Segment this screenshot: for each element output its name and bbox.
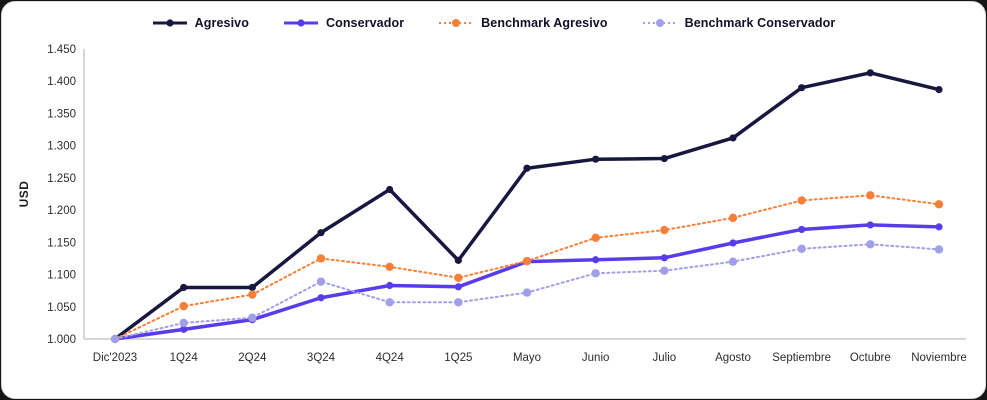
series-benchmark-agresivo-point xyxy=(728,213,738,223)
series-benchmark-conservador-point xyxy=(728,257,738,266)
series-benchmark-conservador-point xyxy=(316,277,326,286)
series-benchmark-agresivo-point xyxy=(248,290,257,299)
series-benchmark-conservador-point xyxy=(934,245,944,254)
series-benchmark-conservador-point xyxy=(248,313,257,322)
series-agresivo-point xyxy=(317,229,325,237)
legend-label: Benchmark Agresivo xyxy=(481,16,608,30)
series-conservador-line xyxy=(113,223,941,341)
series-agresivo-point xyxy=(454,256,462,264)
series-conservador-point xyxy=(454,283,462,291)
y-tick-label: 1.050 xyxy=(47,302,76,314)
series-benchmark-conservador-point xyxy=(385,298,394,307)
series-benchmark-agresivo-point xyxy=(934,200,944,209)
series-benchmark-agresivo-point xyxy=(866,191,875,200)
x-tick-label: Agosto xyxy=(715,352,751,364)
x-tick-label: Dic'2023 xyxy=(93,352,137,364)
y-tick-label: 1.450 xyxy=(47,44,76,56)
series-benchmark-agresivo-point xyxy=(179,301,188,311)
series-agresivo-point xyxy=(386,185,394,194)
x-tick-label: Noviembre xyxy=(911,352,967,364)
y-tick-label: 1.300 xyxy=(47,141,76,153)
legend-label: Conservador xyxy=(325,16,405,30)
x-tick-label: Junio xyxy=(582,352,610,364)
series-benchmark-agresivo-point xyxy=(522,256,532,266)
series-benchmark-agresivo-point xyxy=(660,225,669,235)
x-tick-label: 4Q24 xyxy=(376,352,405,364)
series-benchmark-conservador-point xyxy=(454,298,463,307)
x-tick-label: 1Q25 xyxy=(444,352,472,364)
x-tick-label: Septiembre xyxy=(772,352,831,364)
x-tick-label: 2Q24 xyxy=(238,352,267,364)
series-benchmark-agresivo-point xyxy=(591,233,600,243)
series-benchmark-conservador-point xyxy=(522,288,532,297)
x-tick-label: 3Q24 xyxy=(307,352,336,364)
series-benchmark-agresivo-point xyxy=(385,262,394,272)
series-conservador-point xyxy=(798,225,806,234)
series-agresivo-point xyxy=(248,283,256,292)
series-conservador-point xyxy=(180,325,188,333)
series-benchmark-agresivo-point xyxy=(797,196,806,205)
legend-item-conservador: Conservador xyxy=(283,16,404,30)
series-benchmark-conservador-point xyxy=(179,318,188,328)
series-agresivo-point xyxy=(523,164,531,172)
y-tick-label: 1.350 xyxy=(47,108,76,120)
series-benchmark-agresivo-point xyxy=(454,273,463,282)
legend-item-agresivo: Agresivo xyxy=(152,16,249,30)
series-agresivo-point xyxy=(798,84,806,92)
benchmark-conservador-legend-marker-icon xyxy=(642,19,677,27)
y-tick-label: 1.250 xyxy=(47,173,76,185)
series-conservador-point xyxy=(729,239,737,247)
series-conservador-point xyxy=(866,221,874,229)
series-agresivo-line xyxy=(113,71,941,341)
legend-label: Agresivo xyxy=(194,16,249,30)
y-tick-label: 1.200 xyxy=(47,205,76,217)
series-agresivo-point xyxy=(660,154,668,163)
series-agresivo-point xyxy=(592,155,600,163)
x-tick-label: Mayo xyxy=(513,352,541,364)
series-agresivo-point xyxy=(729,134,737,142)
conservador-legend-marker-icon xyxy=(283,19,318,27)
series-benchmark-agresivo-line xyxy=(114,194,940,340)
legend-item-benchmark-conservador: Benchmark Conservador xyxy=(642,16,836,30)
y-tick-label: 1.150 xyxy=(47,237,76,249)
series-agresivo-point xyxy=(180,283,188,292)
series-conservador-point xyxy=(660,254,668,262)
series-conservador-point xyxy=(386,281,394,290)
series-benchmark-conservador-point xyxy=(660,266,669,275)
y-tick-label: 1.100 xyxy=(47,270,76,282)
series-benchmark-agresivo-point xyxy=(316,254,326,263)
series-benchmark-conservador-point xyxy=(866,240,875,249)
series-agresivo-point xyxy=(866,69,874,77)
chart-legend: Agresivo Conservador Benchmark Agresivo Ben… xyxy=(2,11,985,35)
series-benchmark-conservador-point xyxy=(110,334,120,344)
x-tick-label: Octubre xyxy=(850,352,891,364)
series-benchmark-conservador-point xyxy=(797,244,806,253)
series-conservador-point xyxy=(592,256,600,264)
series-conservador-point xyxy=(935,223,943,231)
legend-label: Benchmark Conservador xyxy=(684,16,836,30)
y-axis-title: USD xyxy=(17,180,31,208)
series-conservador-point xyxy=(317,294,325,302)
y-tick-label: 1.000 xyxy=(47,334,76,346)
benchmark-agresivo-legend-marker-icon xyxy=(439,19,474,27)
series-benchmark-conservador-point xyxy=(591,269,600,278)
x-tick-label: 1Q24 xyxy=(170,352,199,364)
y-tick-label: 1.400 xyxy=(47,76,76,88)
series-agresivo-point xyxy=(935,86,943,94)
agresivo-legend-marker-icon xyxy=(152,19,187,27)
x-tick-label: Julio xyxy=(653,352,677,364)
legend-item-benchmark-agresivo: Benchmark Agresivo xyxy=(438,16,607,30)
